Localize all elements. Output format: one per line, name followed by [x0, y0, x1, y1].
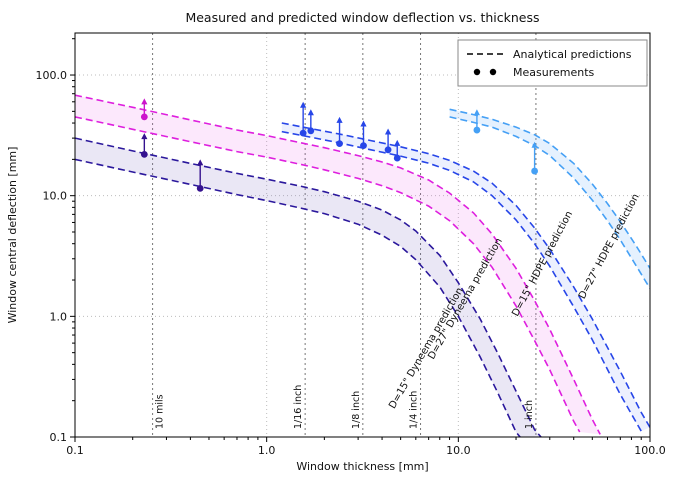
x-tick-label: 100.0	[634, 444, 666, 457]
error-arrow-head	[300, 101, 307, 108]
x-tick-label: 0.1	[66, 444, 84, 457]
measurement-point	[307, 127, 315, 135]
measurement-point	[393, 154, 401, 162]
measurement-point	[473, 126, 481, 134]
measurement-point	[140, 113, 148, 121]
band-lower-curve	[281, 130, 642, 432]
band-fill	[449, 109, 650, 289]
prediction-band-2	[281, 122, 650, 432]
error-arrow-head	[141, 98, 148, 105]
band-fill	[75, 138, 541, 437]
y-axis-label: Window central deflection [mm]	[6, 147, 19, 324]
legend-entry-analytical: Analytical predictions	[513, 48, 632, 61]
legend-entry-measurements: Measurements	[513, 66, 595, 79]
axes-spines	[74, 32, 651, 438]
axis-ticks	[70, 38, 651, 442]
thickness-markers	[152, 33, 537, 437]
measurement-point	[336, 140, 343, 148]
measurement-point	[384, 146, 392, 154]
measurement-point	[360, 142, 367, 150]
dyneema-15-measurements	[140, 133, 204, 192]
legend-box	[457, 39, 648, 87]
error-arrow-head	[531, 141, 538, 148]
band-lower-curve	[449, 116, 650, 289]
prediction-band-3	[449, 108, 650, 289]
band-upper-curve	[281, 122, 650, 428]
error-arrow-head	[197, 159, 204, 166]
dyneema-27-measurements	[140, 98, 148, 121]
y-tick-label: 0.1	[50, 431, 68, 444]
thickness-marker-label-3: 1/4 inch	[409, 391, 420, 429]
error-arrow-head	[360, 120, 367, 127]
band-fill	[75, 95, 601, 435]
prediction-band-1	[75, 94, 601, 435]
measurement-point	[299, 129, 307, 137]
measurement-point	[531, 167, 539, 175]
thickness-marker-label-4: 1 inch	[524, 400, 535, 429]
legend-dot-sample	[489, 68, 497, 76]
thickness-marker-label-2: 1/8 inch	[351, 391, 362, 429]
error-arrow-head	[394, 139, 401, 146]
hdpe-27-measurements	[473, 109, 539, 175]
error-arrow-head	[473, 109, 481, 116]
chart-title: Measured and predicted window deflection…	[185, 10, 539, 25]
measurement-point	[196, 184, 204, 192]
band-lower-curve	[75, 116, 581, 433]
measurement-point	[140, 150, 148, 158]
legend: Analytical predictions Measurements	[457, 39, 648, 87]
error-arrow-head	[384, 128, 392, 135]
error-arrow-head	[141, 133, 148, 140]
band-upper-curve	[449, 108, 650, 269]
x-axis-label: Window thickness [mm]	[296, 460, 428, 473]
y-tick-label: 10.0	[43, 190, 68, 203]
band-upper-curve	[75, 94, 601, 435]
band-upper-curve	[75, 137, 542, 437]
thickness-marker-label-1: 1/16 inch	[293, 385, 304, 429]
thickness-marker-label-0: 10 mils	[155, 394, 166, 429]
x-tick-label: 1.0	[258, 444, 276, 457]
x-tick-label: 10.0	[446, 444, 471, 457]
plot-area	[75, 94, 650, 437]
legend-dot-sample	[473, 68, 481, 76]
error-arrow-head	[336, 116, 343, 123]
band-lower-curve	[75, 158, 521, 437]
error-arrow-head	[307, 109, 314, 116]
y-tick-label: 1.0	[50, 310, 68, 323]
y-tick-label: 100.0	[36, 69, 68, 82]
prediction-band-0	[75, 137, 542, 437]
hdpe-15-measurements	[299, 101, 401, 162]
